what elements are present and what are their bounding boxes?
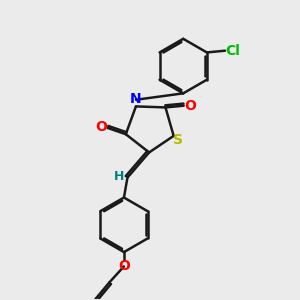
- Text: S: S: [173, 134, 183, 147]
- Text: N: N: [130, 92, 142, 106]
- Text: O: O: [118, 260, 130, 273]
- Text: H: H: [113, 170, 124, 183]
- Text: Cl: Cl: [225, 44, 240, 58]
- Text: O: O: [95, 120, 107, 134]
- Text: O: O: [184, 99, 196, 113]
